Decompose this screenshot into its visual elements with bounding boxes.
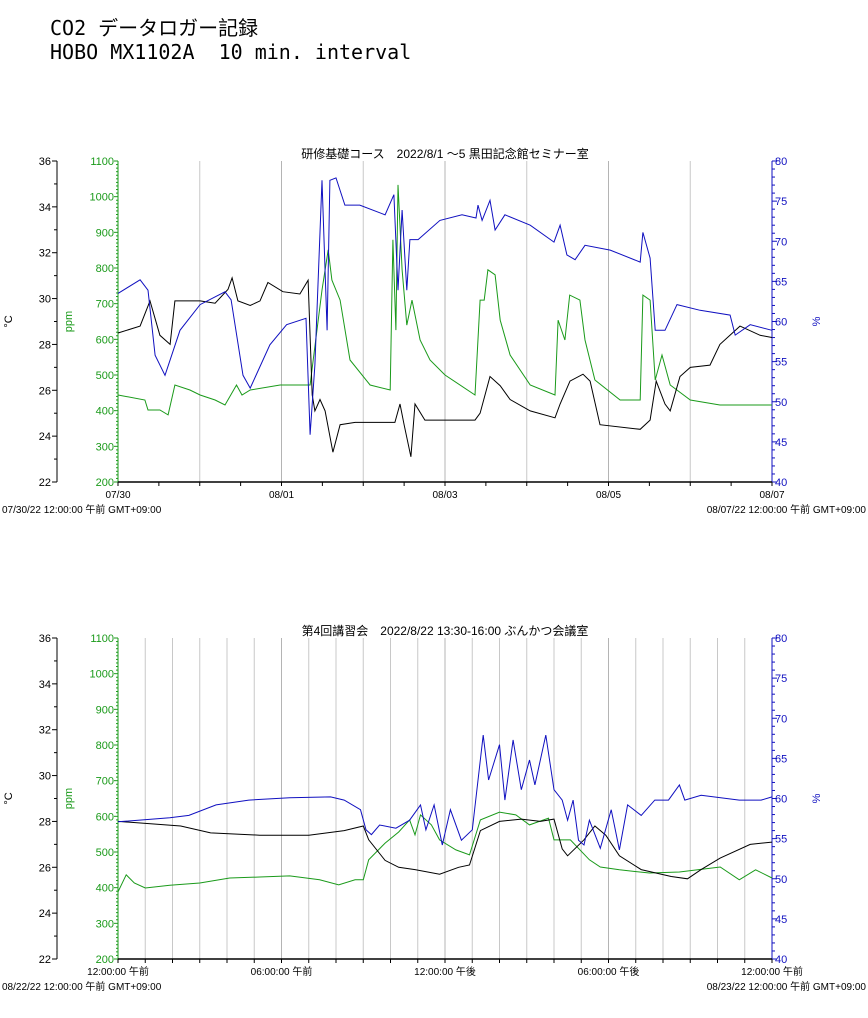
temp-axis-label: °C bbox=[3, 792, 15, 804]
x-end-label: 08/07/22 12:00:00 午前 GMT+09:00 bbox=[707, 503, 867, 516]
page-title: CO2 データロガー記録 bbox=[50, 16, 259, 40]
series-temp-line bbox=[117, 818, 773, 880]
co2-axis-label: ppm bbox=[63, 311, 75, 332]
co2-axis-label: ppm bbox=[63, 788, 75, 809]
rh-tick-label: 55 bbox=[775, 834, 787, 846]
chart-title: 第4回講習会 2022/8/22 13:30-16:00 ぶんかつ会議室 bbox=[302, 623, 589, 638]
rh-tick-label: 40 bbox=[775, 954, 787, 966]
co2-tick-label: 700 bbox=[96, 299, 114, 311]
rh-tick-label: 65 bbox=[775, 753, 787, 765]
rh-tick-label: 70 bbox=[775, 713, 787, 725]
co2-tick-label: 300 bbox=[96, 918, 114, 930]
rh-tick-label: 80 bbox=[775, 156, 787, 168]
co2-tick-label: 400 bbox=[96, 883, 114, 895]
co2-tick-label: 200 bbox=[96, 477, 114, 489]
co2-tick-label: 400 bbox=[96, 406, 114, 418]
x-tick-label: 12:00:00 午前 bbox=[741, 965, 803, 978]
x-tick-label: 07/30 bbox=[105, 490, 130, 501]
temp-tick-label: 26 bbox=[39, 385, 51, 397]
rh-tick-label: 60 bbox=[775, 794, 787, 806]
x-tick-label: 06:00:00 午後 bbox=[578, 965, 640, 978]
temp-tick-label: 32 bbox=[39, 248, 51, 260]
rh-tick-label: 65 bbox=[775, 276, 787, 288]
temp-tick-label: 32 bbox=[39, 725, 51, 737]
rh-tick-label: 80 bbox=[775, 633, 787, 645]
x-tick-label: 06:00:00 午前 bbox=[251, 965, 313, 978]
series-co2-line bbox=[117, 184, 772, 416]
temp-tick-label: 24 bbox=[39, 431, 51, 443]
temp-tick-label: 28 bbox=[39, 339, 51, 351]
co2-tick-label: 1000 bbox=[90, 192, 114, 204]
co2-tick-label: 600 bbox=[96, 811, 114, 823]
temp-tick-label: 22 bbox=[39, 477, 51, 489]
rh-axis-label: % bbox=[811, 793, 823, 803]
rh-tick-label: 45 bbox=[775, 437, 787, 449]
co2-tick-label: 500 bbox=[96, 847, 114, 859]
rh-tick-label: 75 bbox=[775, 196, 787, 208]
temp-axis-label: °C bbox=[3, 315, 15, 327]
x-end-label: 08/23/22 12:00:00 午前 GMT+09:00 bbox=[707, 980, 867, 993]
temp-tick-label: 24 bbox=[39, 908, 51, 920]
temp-tick-label: 26 bbox=[39, 862, 51, 874]
x-tick-label: 08/05 bbox=[596, 490, 621, 501]
temp-tick-label: 28 bbox=[39, 816, 51, 828]
co2-tick-label: 800 bbox=[96, 740, 114, 752]
temp-tick-label: 36 bbox=[39, 633, 51, 645]
series-rh-line bbox=[117, 177, 773, 435]
co2-tick-label: 500 bbox=[96, 370, 114, 382]
page-subtitle: HOBO MX1102A 10 min. interval bbox=[50, 40, 412, 64]
rh-tick-label: 50 bbox=[775, 397, 787, 409]
rh-tick-label: 55 bbox=[775, 357, 787, 369]
series-rh-line bbox=[117, 734, 773, 850]
co2-tick-label: 900 bbox=[96, 227, 114, 239]
rh-tick-label: 70 bbox=[775, 236, 787, 248]
temp-tick-label: 34 bbox=[39, 202, 51, 214]
co2-tick-label: 800 bbox=[96, 263, 114, 275]
x-tick-label: 08/03 bbox=[432, 490, 457, 501]
co2-tick-label: 1100 bbox=[90, 156, 114, 168]
x-tick-label: 12:00:00 午前 bbox=[87, 965, 149, 978]
rh-axis-label: % bbox=[811, 316, 823, 326]
co2-tick-label: 1100 bbox=[90, 633, 114, 645]
temp-tick-label: 36 bbox=[39, 156, 51, 168]
chart-title: 研修基礎コース 2022/8/1 ～5 黒田記念館セミナー室 bbox=[301, 146, 588, 161]
x-tick-label: 08/07 bbox=[759, 490, 784, 501]
co2-tick-label: 600 bbox=[96, 334, 114, 346]
temp-tick-label: 34 bbox=[39, 679, 51, 691]
co2-tick-label: 300 bbox=[96, 441, 114, 453]
series-temp-line bbox=[117, 276, 773, 457]
co2-tick-label: 700 bbox=[96, 776, 114, 788]
series-co2-line bbox=[117, 811, 773, 893]
temp-tick-label: 30 bbox=[39, 771, 51, 783]
co2-tick-label: 200 bbox=[96, 954, 114, 966]
temp-tick-label: 30 bbox=[39, 294, 51, 306]
rh-tick-label: 50 bbox=[775, 874, 787, 886]
co2-tick-label: 1000 bbox=[90, 669, 114, 681]
x-start-label: 08/22/22 12:00:00 午前 GMT+09:00 bbox=[2, 980, 162, 993]
x-tick-label: 12:00:00 午後 bbox=[414, 965, 476, 978]
temp-tick-label: 22 bbox=[39, 954, 51, 966]
rh-tick-label: 75 bbox=[775, 673, 787, 685]
co2-tick-label: 900 bbox=[96, 704, 114, 716]
x-tick-label: 08/01 bbox=[269, 490, 294, 501]
rh-tick-label: 45 bbox=[775, 914, 787, 926]
x-start-label: 07/30/22 12:00:00 午前 GMT+09:00 bbox=[2, 503, 162, 516]
rh-tick-label: 60 bbox=[775, 317, 787, 329]
rh-tick-label: 40 bbox=[775, 477, 787, 489]
